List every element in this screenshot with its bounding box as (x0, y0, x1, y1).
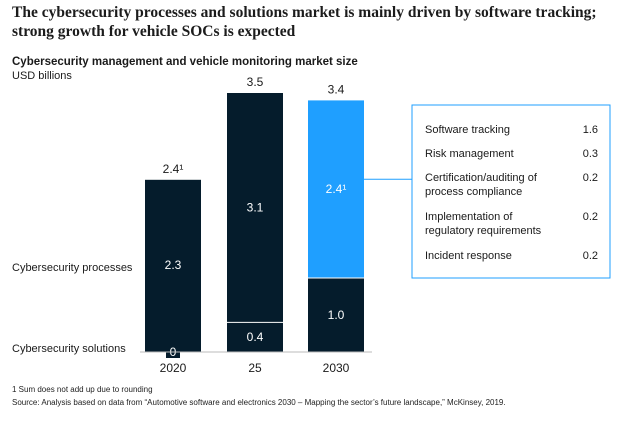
breakdown-box (411, 104, 611, 279)
headline: The cybersecurity processes and solution… (12, 4, 597, 40)
bar-processes-25 (227, 93, 283, 323)
chart-unit: USD billions (12, 70, 72, 82)
breakdown-label: Incident response (425, 250, 512, 262)
category-label-2030: 2030 (323, 361, 350, 375)
breakdown-label: Risk management (425, 148, 514, 160)
label-processes-2020: 2.3 (165, 258, 182, 272)
breakdown-value: 0.2 (583, 211, 598, 223)
source-note: Source: Analysis based on data from “Aut… (12, 398, 506, 407)
label-solutions-2030: 1.0 (328, 308, 345, 322)
total-label-2020: 2.4¹ (163, 162, 184, 176)
footnote: 1 Sum does not add up due to rounding (12, 385, 153, 394)
chart-subtitle: Cybersecurity management and vehicle mon… (12, 56, 358, 68)
breakdown-value: 1.6 (583, 124, 598, 136)
breakdown-label: Implementation of regulatory requirements (425, 211, 542, 237)
bar-processes-2020 (145, 179, 201, 350)
total-label-2030: 3.4 (328, 82, 345, 96)
bar-processes-2030 (308, 100, 364, 279)
label-solutions-25: 0.4 (247, 330, 264, 344)
category-label-2020: 2020 (160, 361, 187, 375)
breakdown-label: Software tracking (425, 124, 510, 136)
bar-solutions-2030 (308, 278, 364, 352)
bar-solutions-25 (227, 322, 283, 352)
breakdown-value: 0.2 (583, 172, 598, 184)
chart-svg: 2.302.4¹20203.10.43.5252.4¹1.03.42030Cyb… (12, 75, 611, 375)
breakdown-value: 0.3 (583, 148, 598, 160)
series-label-solutions: Cybersecurity solutions (12, 343, 126, 355)
breakdown-label: Certification/auditing of process complia… (425, 172, 538, 198)
breakdown-value: 0.2 (583, 250, 598, 262)
label-processes-25: 3.1 (247, 201, 264, 215)
category-label-25: 25 (248, 361, 262, 375)
label-processes-2030: 2.4¹ (326, 182, 347, 196)
series-label-processes: Cybersecurity processes (12, 262, 133, 274)
total-label-25: 3.5 (247, 75, 264, 89)
